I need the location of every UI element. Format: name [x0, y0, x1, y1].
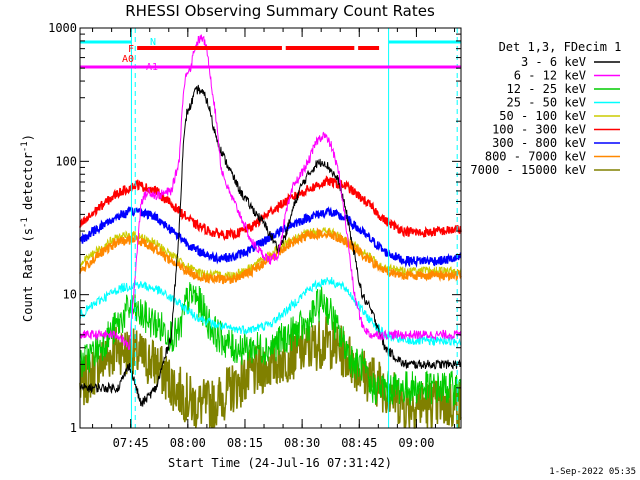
x-tick-label: 08:45	[341, 436, 377, 450]
chart-title: RHESSI Observing Summary Count Rates	[125, 2, 435, 20]
x-tick-label: 09:00	[398, 436, 434, 450]
data-layer	[79, 34, 462, 429]
x-tick-label: 07:45	[113, 436, 149, 450]
y-axis-label: Count Rate (s-1 detector-1)	[20, 134, 35, 322]
series-line-8	[79, 316, 462, 429]
state-label-n: N	[150, 37, 156, 48]
state-label-a0: A0	[122, 54, 134, 65]
legend-label-8: 7000 - 15000 keV	[470, 163, 586, 177]
plot-frame	[79, 27, 462, 429]
footer-timestamp: 1-Sep-2022 05:35	[549, 467, 636, 477]
series-line-2	[79, 282, 462, 407]
state-label-f: F	[128, 44, 134, 55]
y-tick-label: 100	[55, 154, 77, 168]
series-line-0	[79, 84, 462, 407]
y-tick-label: 1000	[48, 21, 77, 35]
legend-label-2: 12 - 25 keV	[507, 82, 586, 96]
legend-label-7: 800 - 7000 keV	[485, 150, 586, 164]
series-line-1	[79, 34, 462, 350]
legend-label-5: 100 - 300 keV	[492, 123, 586, 137]
state-bars: N FA0 A1	[80, 28, 461, 428]
legend-label-0: 3 - 6 keV	[521, 55, 586, 69]
legend-label-6: 300 - 800 keV	[492, 136, 586, 150]
y-tick-label: 1	[70, 421, 77, 435]
legend-label-4: 50 - 100 keV	[499, 109, 586, 123]
x-tick-label: 08:00	[170, 436, 206, 450]
series-line-5	[79, 175, 462, 241]
legend-label-3: 25 - 50 keV	[507, 96, 586, 110]
x-tick-label: 08:15	[227, 436, 263, 450]
state-label-a1: A1	[146, 62, 158, 73]
axes: 1 10 100 1000 07:45 08:00 08:15 08:30 08:45 09:00	[48, 21, 461, 450]
y-tick-label: 10	[63, 288, 77, 302]
series-line-7	[79, 227, 462, 285]
legend-label-1: 6 - 12 keV	[514, 69, 586, 83]
series-line-3	[79, 276, 462, 347]
series-line-4	[79, 227, 462, 280]
x-tick-label: 08:30	[284, 436, 320, 450]
legend-title: Det 1,3, FDecim 1	[499, 40, 622, 54]
x-axis-label: Start Time (24-Jul-16 07:31:42)	[168, 456, 392, 470]
